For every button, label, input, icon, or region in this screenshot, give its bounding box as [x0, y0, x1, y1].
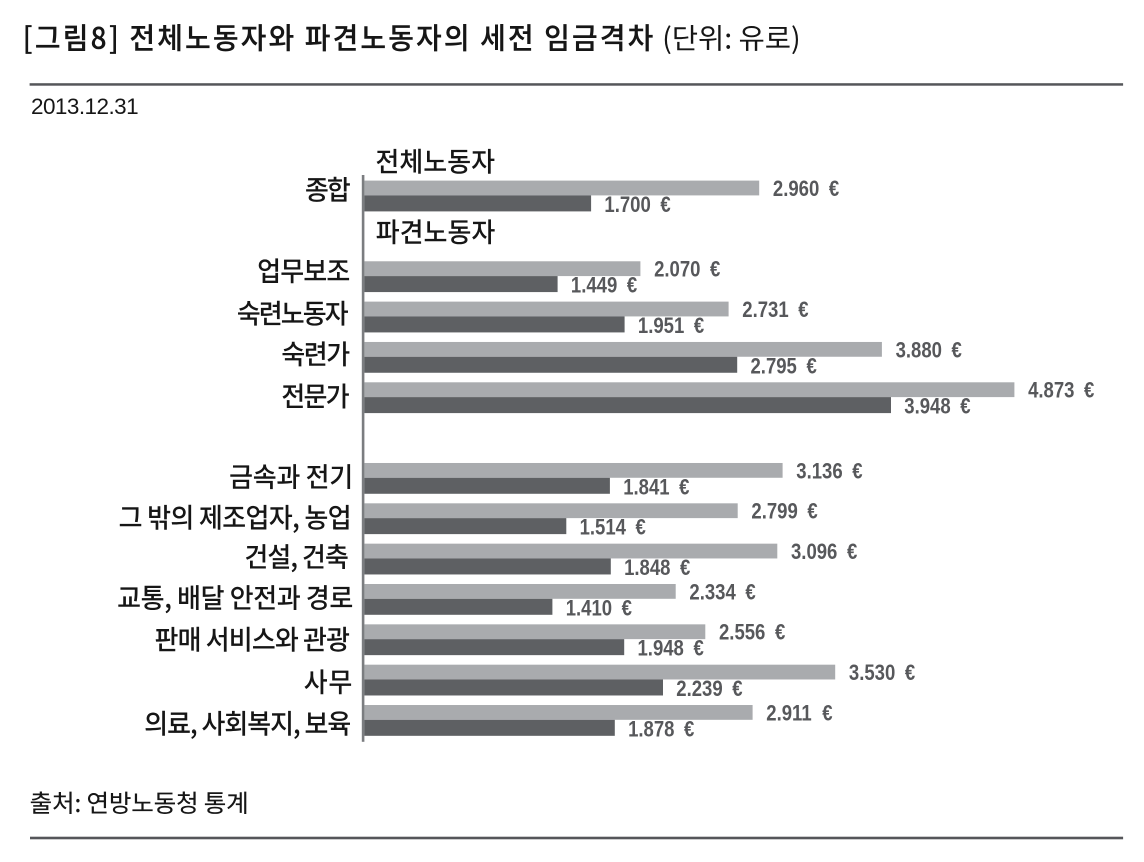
svg-text:€: € [952, 338, 962, 363]
svg-text:€: € [1084, 378, 1094, 403]
svg-text:1.841: 1.841 [623, 475, 669, 500]
svg-text:€: € [822, 701, 832, 726]
svg-text:2.070: 2.070 [654, 257, 700, 282]
svg-text:€: € [775, 620, 785, 645]
svg-text:1.951: 1.951 [638, 313, 684, 338]
svg-text:1.449: 1.449 [571, 273, 617, 298]
svg-text:€: € [680, 556, 690, 581]
svg-text:1.848: 1.848 [624, 556, 670, 581]
svg-text:1.514: 1.514 [580, 515, 627, 540]
svg-text:€: € [679, 475, 689, 500]
svg-text:4.873: 4.873 [1028, 378, 1074, 403]
svg-text:3.136: 3.136 [796, 459, 842, 484]
svg-text:€: € [622, 596, 632, 621]
svg-text:€: € [660, 192, 670, 217]
svg-text:€: € [693, 636, 703, 661]
svg-text:€: € [745, 580, 755, 605]
svg-text:3.948: 3.948 [904, 394, 950, 419]
svg-text:2.960: 2.960 [773, 176, 819, 201]
svg-text:2.556: 2.556 [719, 620, 765, 645]
svg-text:€: € [905, 661, 915, 686]
svg-text:€: € [807, 499, 817, 524]
svg-text:1.410: 1.410 [566, 596, 612, 621]
svg-text:1.700: 1.700 [604, 192, 650, 217]
svg-text:€: € [852, 459, 862, 484]
svg-text:3.530: 3.530 [849, 661, 895, 686]
svg-text:€: € [684, 717, 694, 742]
svg-text:€: € [798, 297, 808, 322]
svg-text:2.795: 2.795 [751, 354, 797, 379]
svg-text:2.911: 2.911 [766, 701, 811, 726]
svg-text:€: € [732, 677, 742, 702]
svg-text:€: € [710, 257, 720, 282]
svg-text:€: € [636, 515, 646, 540]
svg-text:2.334: 2.334 [689, 580, 736, 605]
svg-text:€: € [806, 354, 816, 379]
svg-text:2.239: 2.239 [676, 677, 722, 702]
svg-text:1.948: 1.948 [638, 636, 684, 661]
svg-text:2.799: 2.799 [751, 499, 797, 524]
svg-text:3.880: 3.880 [896, 338, 942, 363]
svg-text:€: € [694, 313, 704, 338]
svg-text:€: € [847, 540, 857, 565]
svg-text:€: € [829, 176, 839, 201]
svg-text:€: € [960, 394, 970, 419]
svg-text:1.878: 1.878 [628, 717, 674, 742]
svg-text:2.731: 2.731 [742, 297, 788, 322]
svg-text:3.096: 3.096 [791, 540, 837, 565]
svg-text:€: € [627, 273, 637, 298]
svg-text:2013.12.31: 2013.12.31 [31, 94, 138, 119]
